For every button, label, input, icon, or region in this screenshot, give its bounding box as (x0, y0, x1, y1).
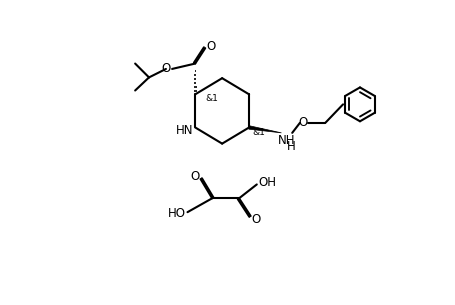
Text: HO: HO (167, 207, 185, 220)
Polygon shape (248, 126, 281, 133)
Text: O: O (206, 40, 216, 53)
Text: OH: OH (258, 176, 276, 189)
Text: O: O (161, 63, 170, 75)
Text: NH: NH (278, 134, 295, 147)
Text: &1: &1 (252, 127, 264, 137)
Text: O: O (251, 214, 260, 226)
Text: H: H (287, 140, 295, 153)
Text: O: O (298, 116, 307, 129)
Text: O: O (190, 170, 199, 183)
Text: &1: &1 (205, 94, 217, 103)
Text: HN: HN (175, 124, 193, 137)
